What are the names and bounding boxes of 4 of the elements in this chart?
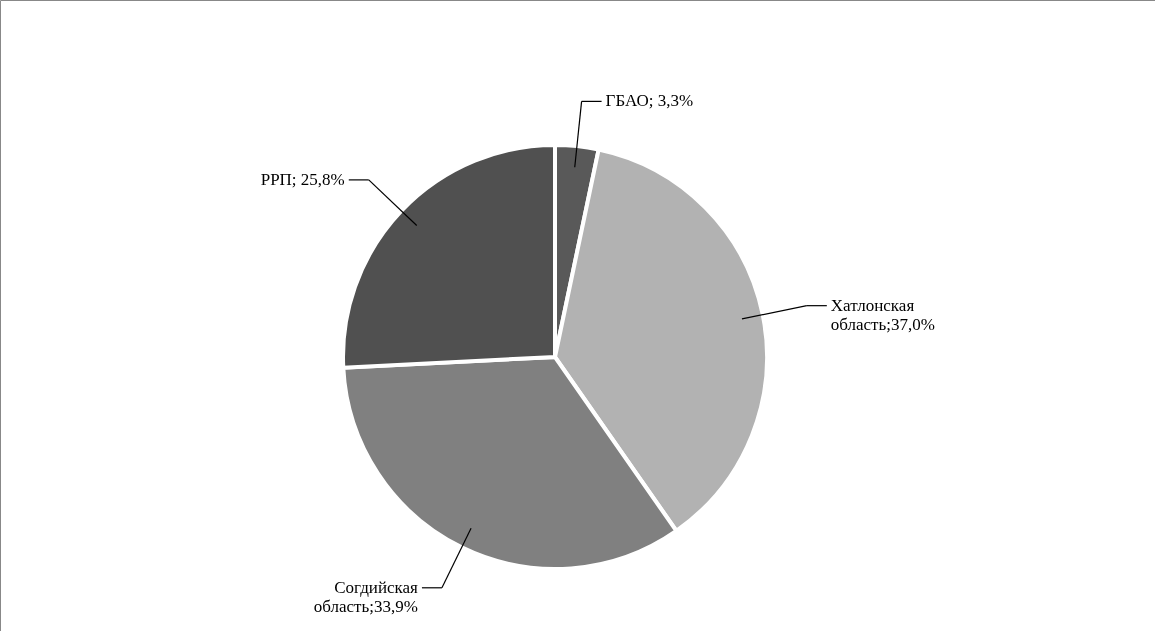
slice-label: Согдийская область;33,9%: [313, 577, 419, 616]
slice-label: РРП; 25,8%: [260, 169, 345, 189]
slice-label: Хатлонская область;37,0%: [830, 295, 935, 334]
slice-label: ГБАО; 3,3%: [605, 91, 694, 111]
